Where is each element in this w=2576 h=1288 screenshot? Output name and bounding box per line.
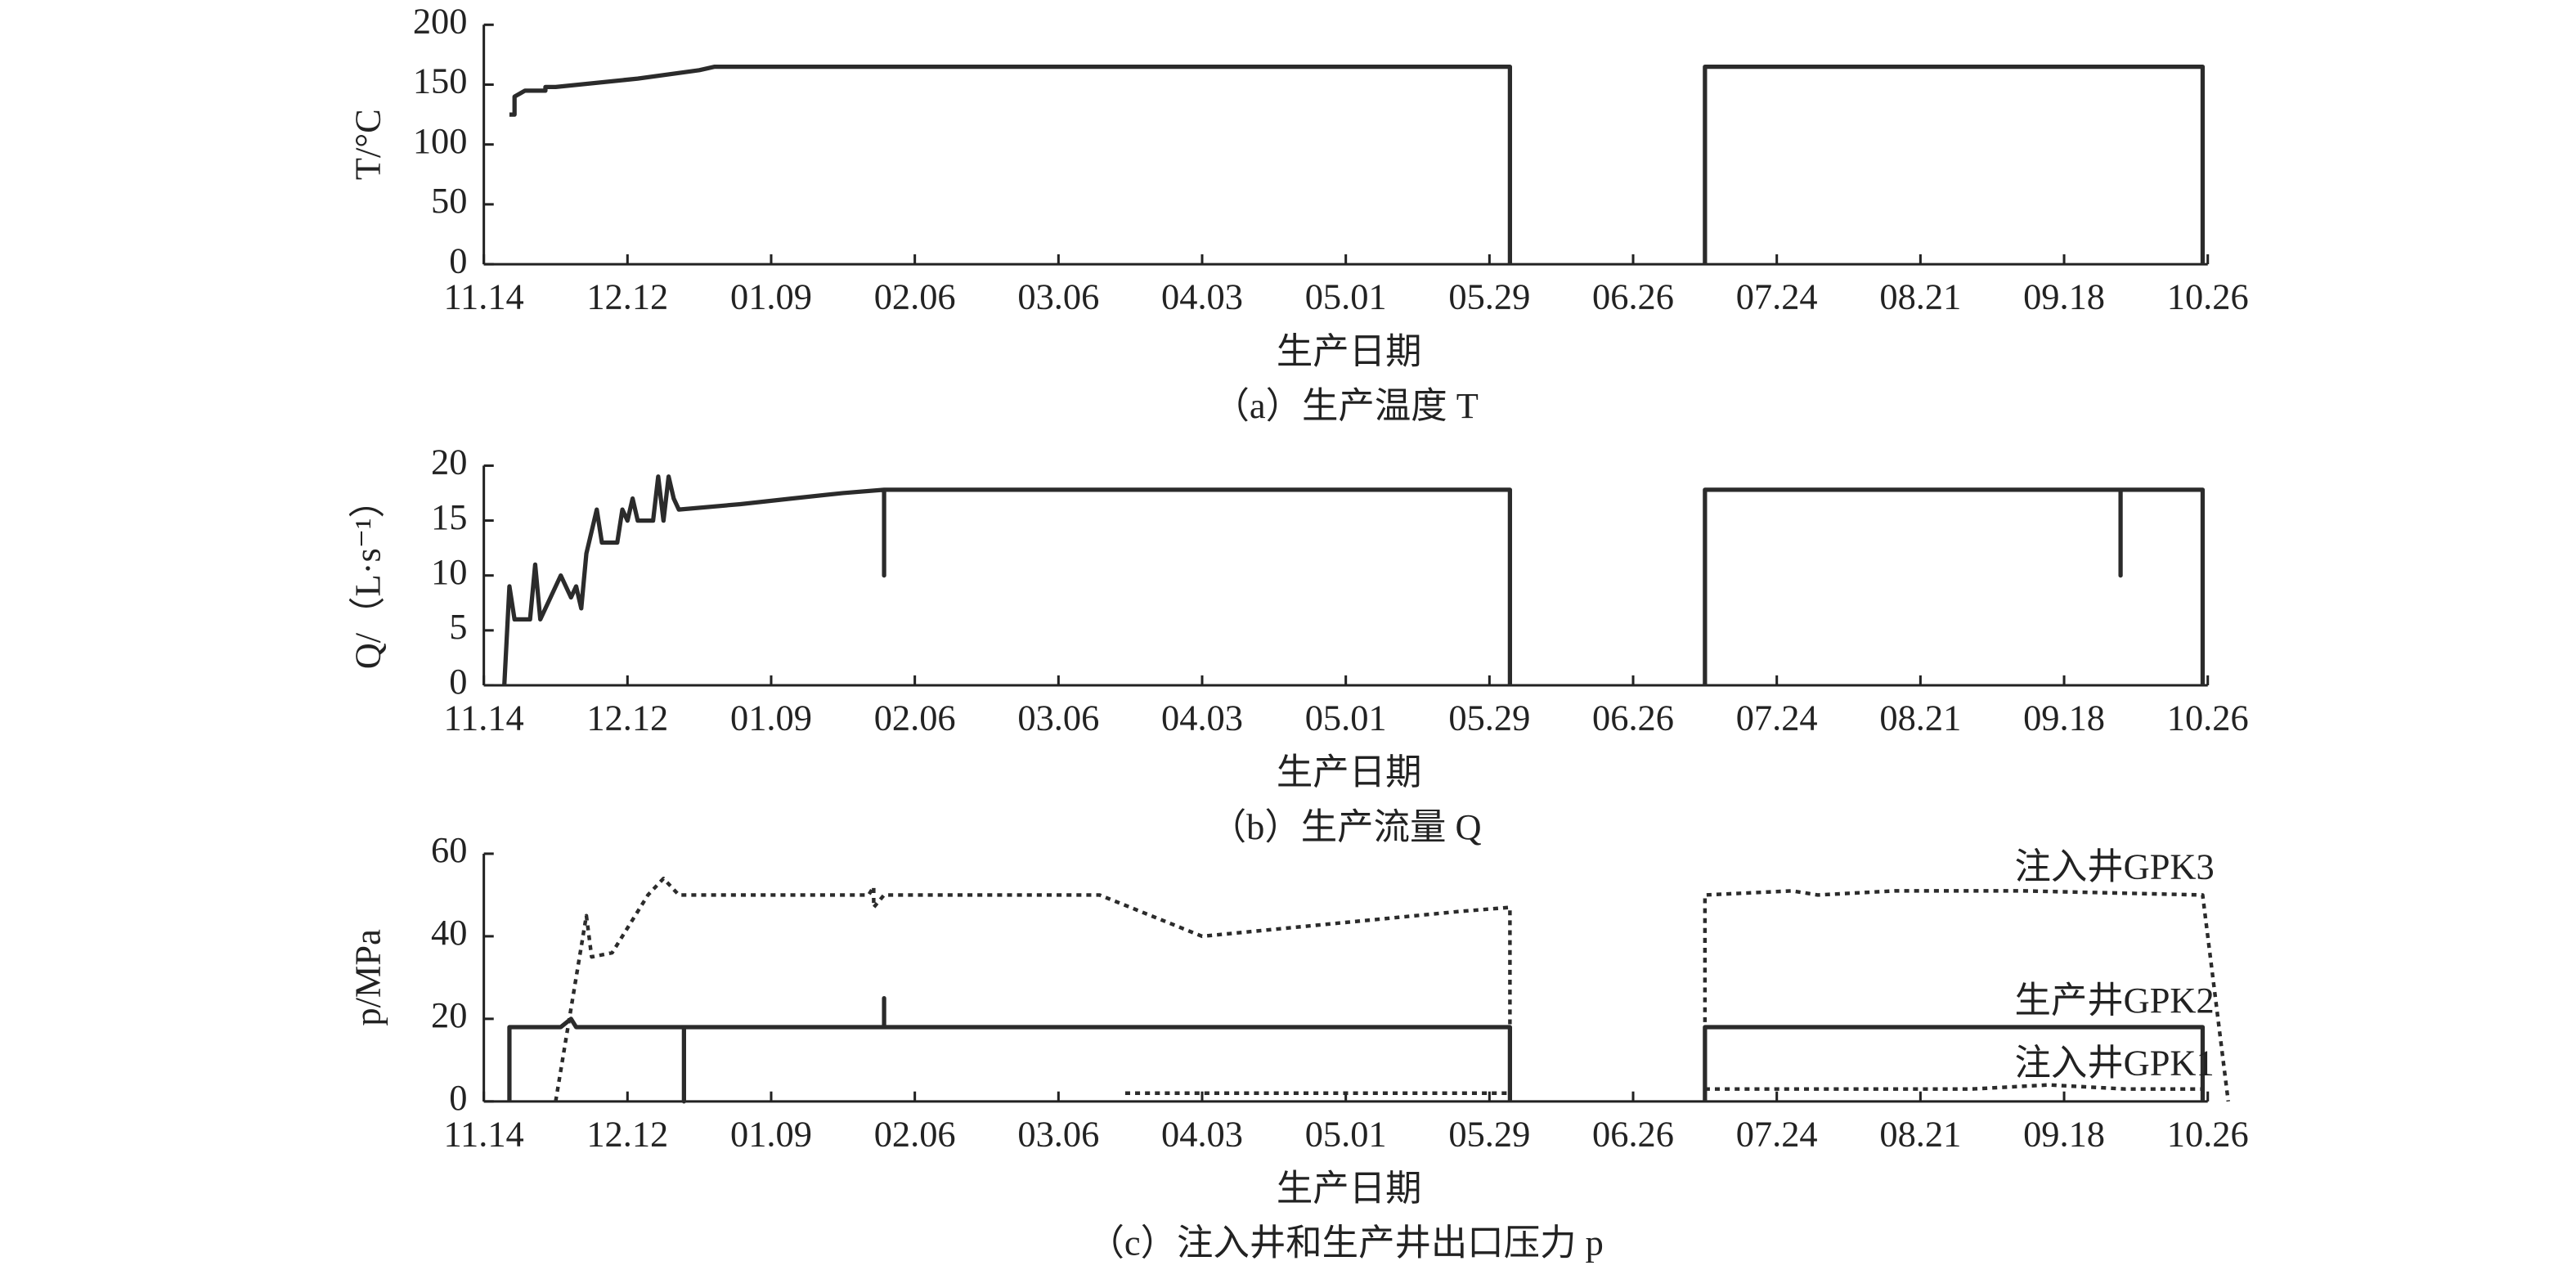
y-tick-label: 0 [449,240,467,280]
x-tick-label: 05.29 [1448,276,1530,317]
y-tick-label: 150 [413,61,468,101]
x-tick-label: 04.03 [1161,1113,1243,1154]
x-tick-label: 07.24 [1736,276,1818,317]
x-tick-label: 12.12 [586,1113,668,1154]
y-tick-label: 50 [431,180,467,221]
x-tick-label: 02.06 [874,276,956,317]
series-label: 注入井GPK1 [2014,1043,2214,1084]
data-line [502,474,2206,686]
x-tick-label: 03.06 [1017,698,1099,738]
series-label: 生产井GPK2 [2014,980,2214,1021]
y-axis-title: p/MPa [348,929,388,1026]
x-tick-label: 06.26 [1592,1113,1674,1154]
caption: （a）生产温度 T [1213,385,1478,426]
x-tick-label: 11.14 [443,698,523,738]
x-tick-label: 12.12 [586,276,668,317]
x-tick-label: 01.09 [730,276,812,317]
caption: （b）生产流量 Q [1210,806,1482,847]
y-tick-label: 60 [431,829,467,870]
x-tick-label: 04.03 [1161,276,1243,317]
x-tick-label: 02.06 [874,698,956,738]
x-tick-label: 11.14 [443,276,523,317]
x-tick-label: 08.21 [1879,1113,1961,1154]
y-tick-label: 15 [431,496,467,537]
x-tick-label: 08.21 [1879,698,1961,738]
x-tick-label: 09.18 [2023,1113,2105,1154]
y-tick-label: 20 [431,994,467,1035]
x-tick-label: 05.01 [1305,698,1387,738]
y-tick-label: 0 [449,1077,467,1118]
y-tick-label: 10 [431,551,467,592]
y-tick-label: 100 [413,120,468,161]
x-axis-title: 生产日期 [1277,1168,1422,1209]
x-tick-label: 03.06 [1017,276,1099,317]
data-line [507,996,2206,1104]
x-tick-label: 10.26 [2167,1113,2249,1154]
series-label: 注入井GPK3 [2014,846,2214,886]
x-tick-label: 05.01 [1305,1113,1387,1154]
caption: （c）注入井和生产井出口压力 p [1088,1223,1604,1263]
x-tick-label: 10.26 [2167,698,2249,738]
x-tick-label: 06.26 [1592,698,1674,738]
y-tick-label: 200 [413,0,468,41]
data-line [554,877,2230,1102]
x-tick-label: 06.26 [1592,276,1674,317]
x-tick-label: 05.01 [1305,276,1387,317]
y-tick-label: 40 [431,912,467,953]
data-line [509,64,2206,265]
x-tick-label: 11.14 [443,1113,523,1154]
x-tick-label: 01.09 [730,698,812,738]
x-tick-label: 03.06 [1017,1113,1099,1154]
x-tick-label: 07.24 [1736,698,1818,738]
x-tick-label: 05.29 [1448,698,1530,738]
y-tick-label: 5 [449,606,467,647]
x-axis-title: 生产日期 [1277,752,1422,792]
x-tick-label: 01.09 [730,1113,812,1154]
x-tick-label: 05.29 [1448,1113,1530,1154]
data-line [1124,1083,2203,1095]
x-tick-label: 09.18 [2023,276,2105,317]
x-tick-label: 10.26 [2167,276,2249,317]
x-tick-label: 09.18 [2023,698,2105,738]
y-tick-label: 20 [431,442,467,482]
y-axis-title: T/°C [348,109,388,180]
x-tick-label: 02.06 [874,1113,956,1154]
x-axis-title: 生产日期 [1277,330,1422,371]
y-axis-title: Q/（L·s⁻¹） [348,482,388,669]
x-tick-label: 12.12 [586,698,668,738]
x-tick-label: 08.21 [1879,276,1961,317]
y-tick-label: 0 [449,661,467,702]
x-tick-label: 04.03 [1161,698,1243,738]
x-tick-label: 07.24 [1736,1113,1818,1154]
